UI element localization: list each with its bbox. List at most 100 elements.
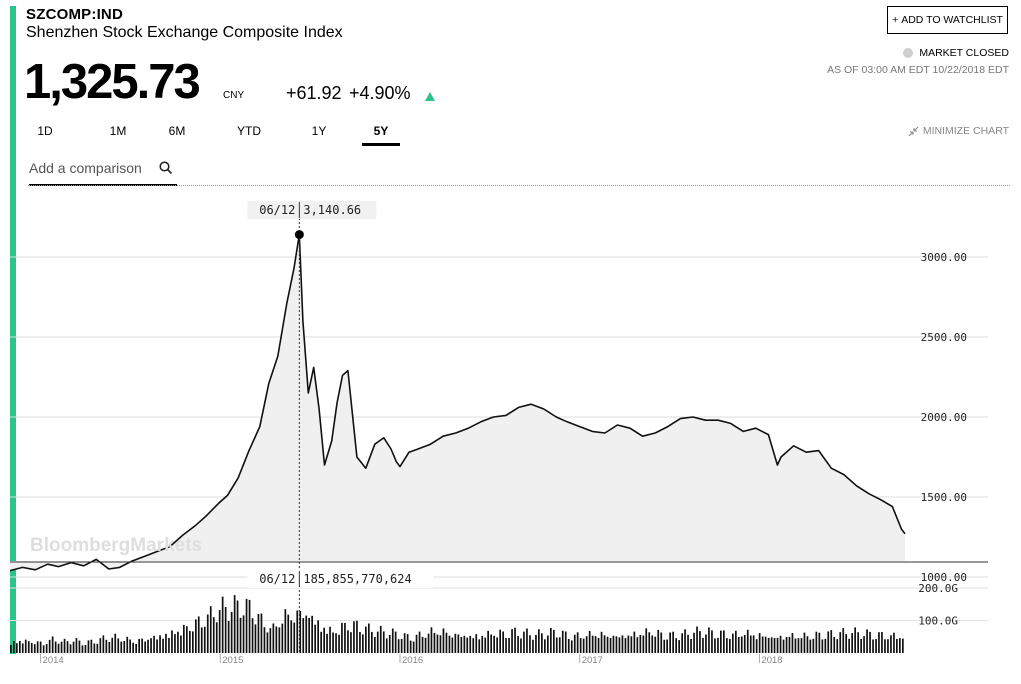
volume-bar [278,627,281,653]
volume-bar [460,637,463,653]
x-tick-label: 2015 [222,655,243,666]
volume-bar [785,636,788,653]
volume-bar [421,636,424,653]
volume-bar [839,632,842,653]
volume-bar [633,631,636,653]
volume-bar [266,632,269,653]
volume-bar [368,623,370,653]
tab-ytd[interactable]: YTD [237,124,261,138]
tab-5y[interactable]: 5Y [362,124,400,146]
volume-bar [547,635,549,653]
volume-bar [487,630,489,653]
volume-bar [236,600,239,653]
tab-1m[interactable]: 1M [109,124,127,138]
volume-bar [815,631,818,653]
y-tick-label: 1000.00 [921,571,967,584]
y-tick-label: 3000.00 [921,251,967,264]
volume-bar [233,595,236,653]
volume-bar [475,634,478,653]
volume-bar [156,639,158,653]
market-status-label: MARKET CLOSED [919,47,1009,59]
volume-bar [812,638,815,653]
volume-bar [326,633,328,653]
volume-bar [418,631,421,653]
volume-bar [359,632,361,653]
minimize-chart-button[interactable]: MINIMIZE CHART [908,125,1009,137]
volume-bar [451,637,454,653]
tab-6m[interactable]: 6M [168,124,186,138]
volume-bar [666,639,668,653]
volume-bar [39,641,42,653]
volume-bar [469,635,472,653]
volume-bar [809,639,812,653]
volume-bar [391,628,394,653]
volume-bar [48,639,51,653]
volume-bar [526,628,528,653]
volume-bar [684,629,686,653]
volume-bar [436,634,439,653]
volume-bar [493,635,495,653]
volume-bar [720,630,722,653]
volume-bar [502,631,504,653]
volume-bar [618,637,621,653]
tooltip-volume-date: 06/12 [259,572,295,586]
tab-1y[interactable]: 1Y [311,124,327,138]
volume-bar [714,638,716,653]
volume-bar [242,615,245,653]
volume-bar [573,634,576,653]
volume-bar [272,623,275,653]
volume-bar [16,643,18,653]
volume-bar [254,624,257,653]
volume-bar [150,638,152,653]
volume-bar [311,615,313,653]
volume-bar [657,629,660,653]
volume-bar [472,638,475,653]
volume-tick-label: 100.0G [918,615,958,628]
volume-bar [424,637,427,653]
volume-bar [215,622,218,653]
tooltip-date: 06/12 [259,203,295,217]
volume-bar [854,627,856,653]
plus-icon: + [892,14,899,26]
volume-bar [490,634,492,653]
volume-bar [523,631,525,653]
index-name: Shenzhen Stock Exchange Composite Index [26,24,343,41]
volume-bar [711,630,713,653]
volume-bar [338,634,340,653]
volume-bar [726,638,728,653]
volume-bar [218,610,221,653]
volume-bar [153,635,155,653]
volume-bar [678,640,680,653]
volume-bar [878,632,880,653]
volume-bar [141,638,143,653]
volume-bar [702,637,704,653]
volume-bar [648,632,651,653]
volume-bar [78,640,81,653]
volume-bar [842,628,845,653]
volume-bar [609,638,612,653]
volume-bar [60,641,63,653]
volume-bar [203,626,206,653]
volume-bar [19,641,21,653]
volume-bar [329,626,331,653]
volume-bar [415,634,418,653]
tab-1d[interactable]: 1D [37,124,53,138]
volume-bar [836,639,839,653]
volume-bar [189,630,191,653]
volume-bar [794,638,797,653]
volume-bar [544,639,546,653]
volume-bar [87,640,90,653]
add-to-watchlist-button[interactable]: + ADD TO WATCHLIST [887,6,1008,34]
volume-bar [299,611,302,653]
volume-bar [532,639,534,653]
volume-bar [374,636,376,653]
volume-bar [511,629,513,653]
volume-bar [863,636,865,653]
volume-bar [541,633,543,653]
volume-bar [782,639,785,653]
volume-bar [749,635,752,653]
volume-bar [308,617,310,653]
volume-bar [535,634,537,653]
up-arrow-icon [425,92,435,101]
